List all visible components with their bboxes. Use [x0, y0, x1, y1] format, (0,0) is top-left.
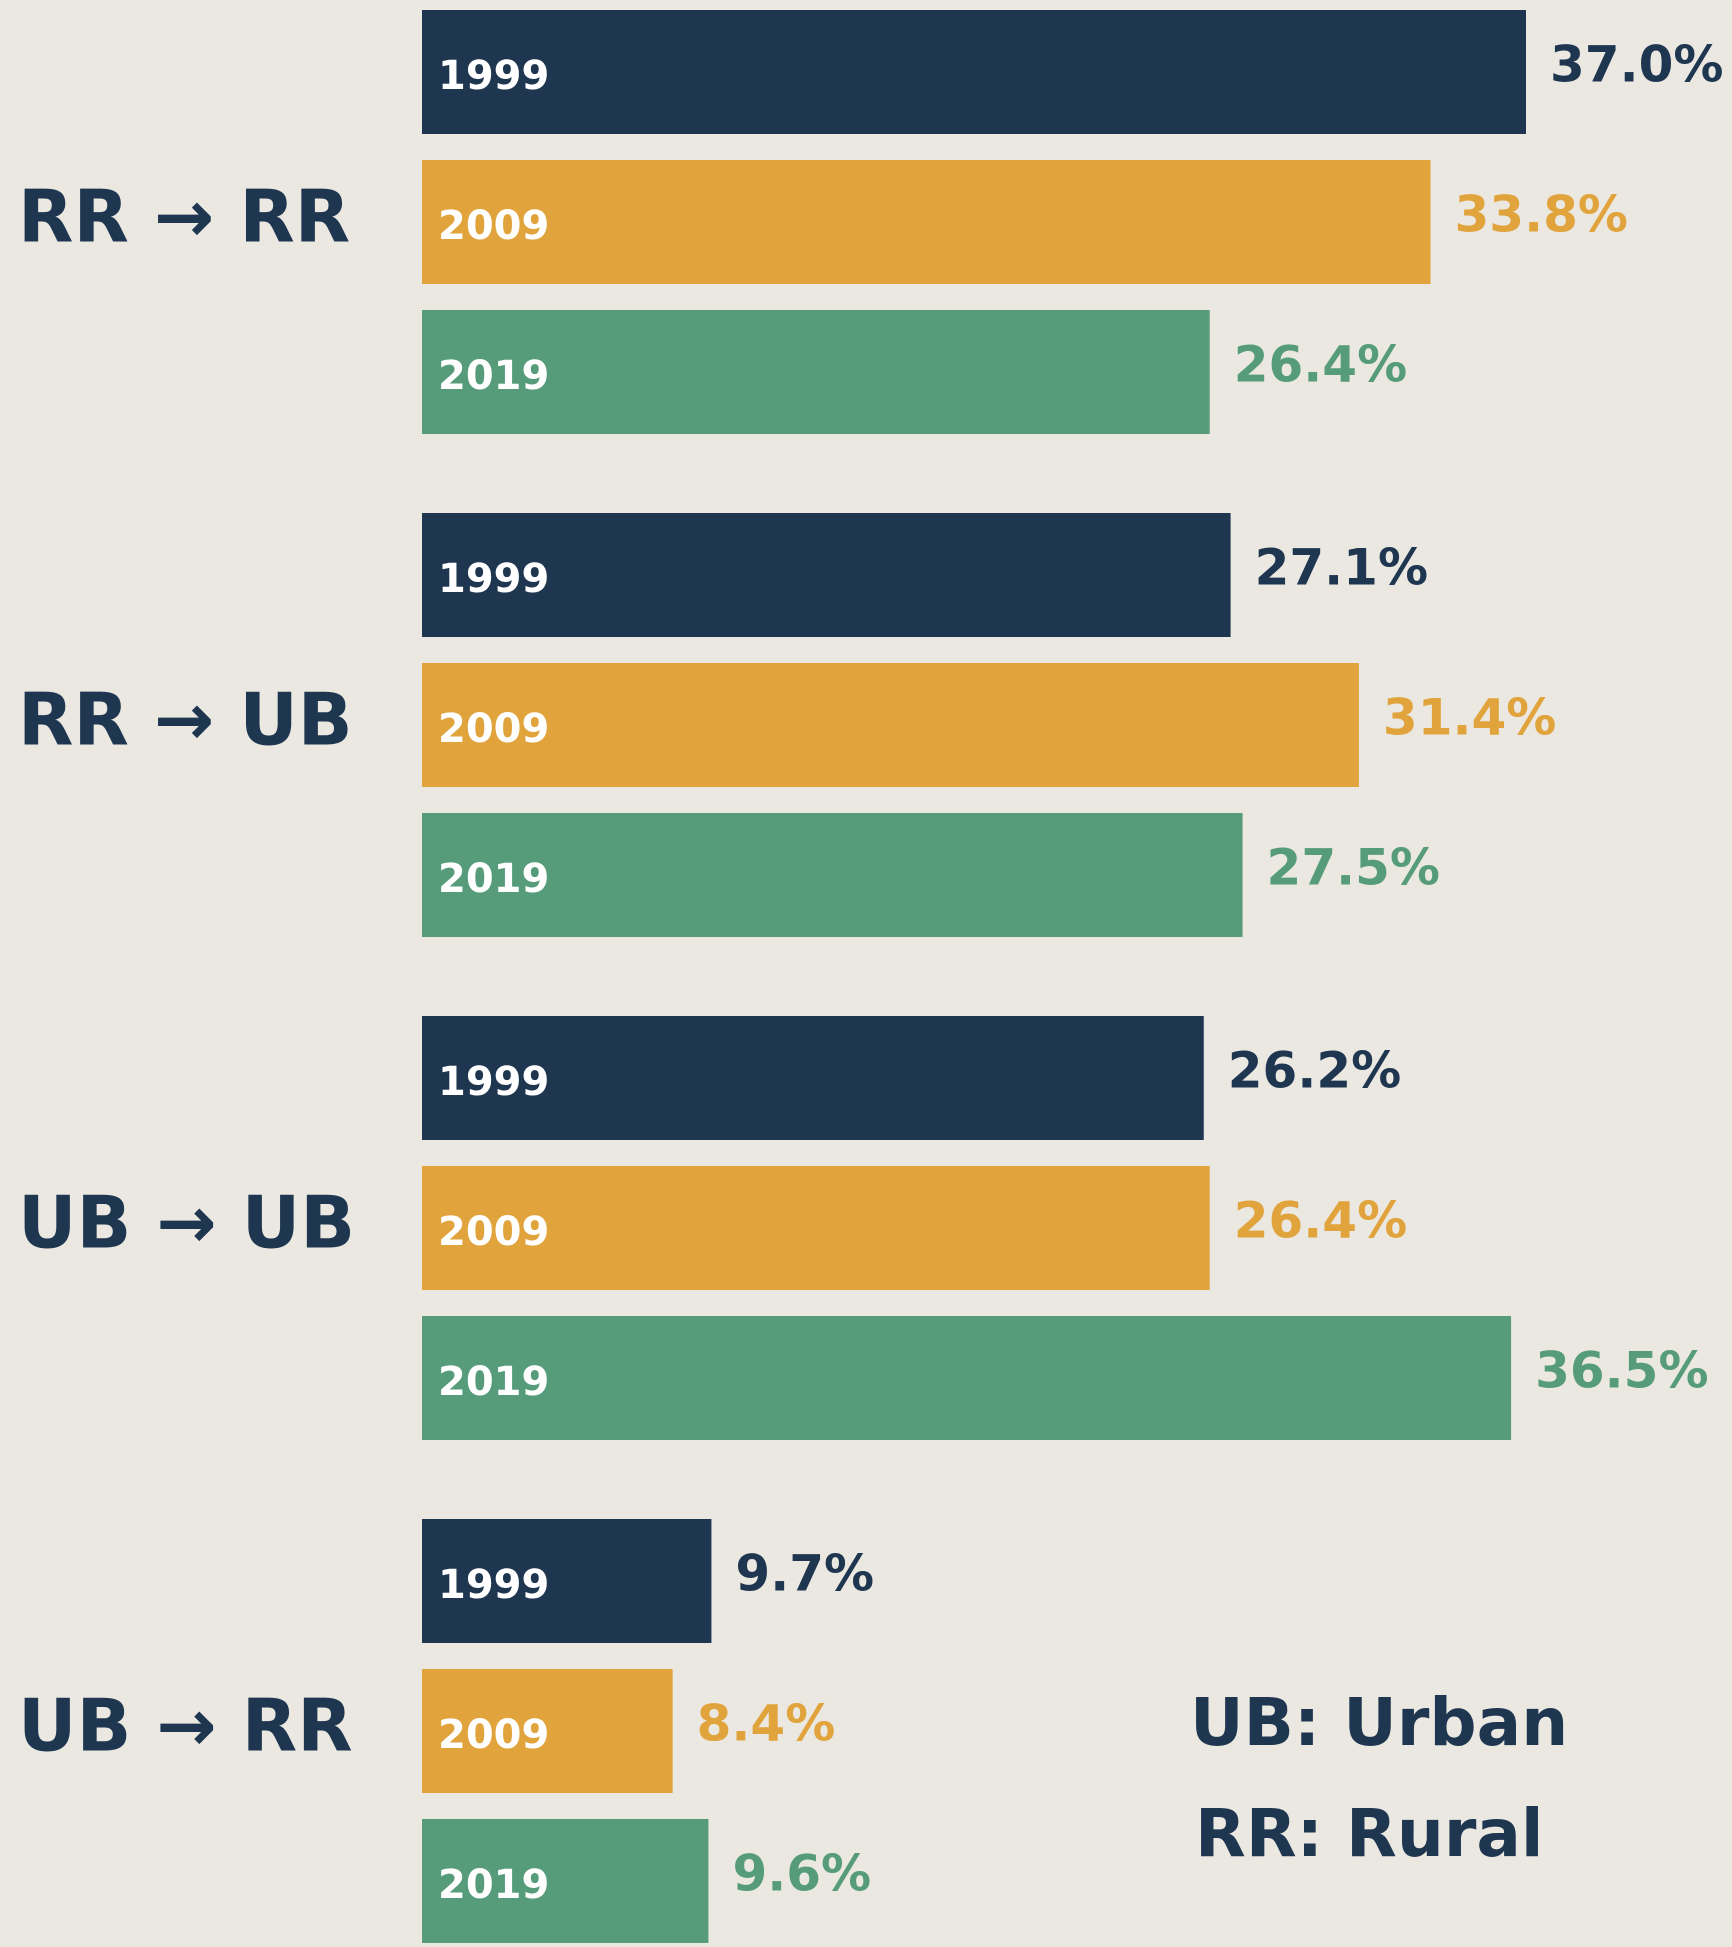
- series-label: 2009: [438, 1712, 549, 1758]
- value-label: 26.4%: [1234, 1192, 1407, 1250]
- value-label: 26.2%: [1228, 1042, 1401, 1100]
- bar: [422, 1819, 709, 1943]
- bar: [422, 1166, 1210, 1290]
- value-label: 9.6%: [732, 1845, 871, 1903]
- bar: [422, 1519, 712, 1643]
- category-label: UB → UB: [18, 1181, 355, 1265]
- value-label: 33.8%: [1455, 186, 1628, 244]
- value-label: 8.4%: [697, 1695, 836, 1753]
- bar: [422, 10, 1526, 134]
- series-label: 1999: [438, 1562, 549, 1608]
- bar: [422, 513, 1231, 637]
- series-label: 2019: [438, 1862, 549, 1908]
- value-label: 26.4%: [1234, 336, 1407, 394]
- value-label: 27.5%: [1267, 839, 1440, 897]
- legend-note: UB: Urban: [1190, 1684, 1568, 1761]
- series-label: 2009: [438, 1209, 549, 1255]
- series-label: 2009: [438, 203, 549, 249]
- bar: [422, 1316, 1512, 1440]
- bar: [422, 813, 1243, 937]
- series-label: 2009: [438, 706, 549, 752]
- value-label: 27.1%: [1255, 539, 1428, 597]
- series-label: 2019: [438, 856, 549, 902]
- series-label: 1999: [438, 1059, 549, 1105]
- bar: [422, 1016, 1204, 1140]
- category-label: RR → RR: [18, 175, 350, 259]
- bar: [422, 160, 1431, 284]
- series-label: 1999: [438, 53, 549, 99]
- bar: [422, 1669, 673, 1793]
- category-label: RR → UB: [18, 678, 353, 762]
- value-label: 31.4%: [1383, 689, 1556, 747]
- value-label: 9.7%: [735, 1545, 874, 1603]
- series-label: 2019: [438, 353, 549, 399]
- series-label: 2019: [438, 1359, 549, 1405]
- value-label: 37.0%: [1550, 36, 1723, 94]
- category-label: UB → RR: [18, 1684, 353, 1768]
- bar: [422, 310, 1210, 434]
- value-label: 36.5%: [1535, 1342, 1708, 1400]
- legend-note: RR: Rural: [1195, 1795, 1544, 1872]
- bar: [422, 663, 1359, 787]
- series-label: 1999: [438, 556, 549, 602]
